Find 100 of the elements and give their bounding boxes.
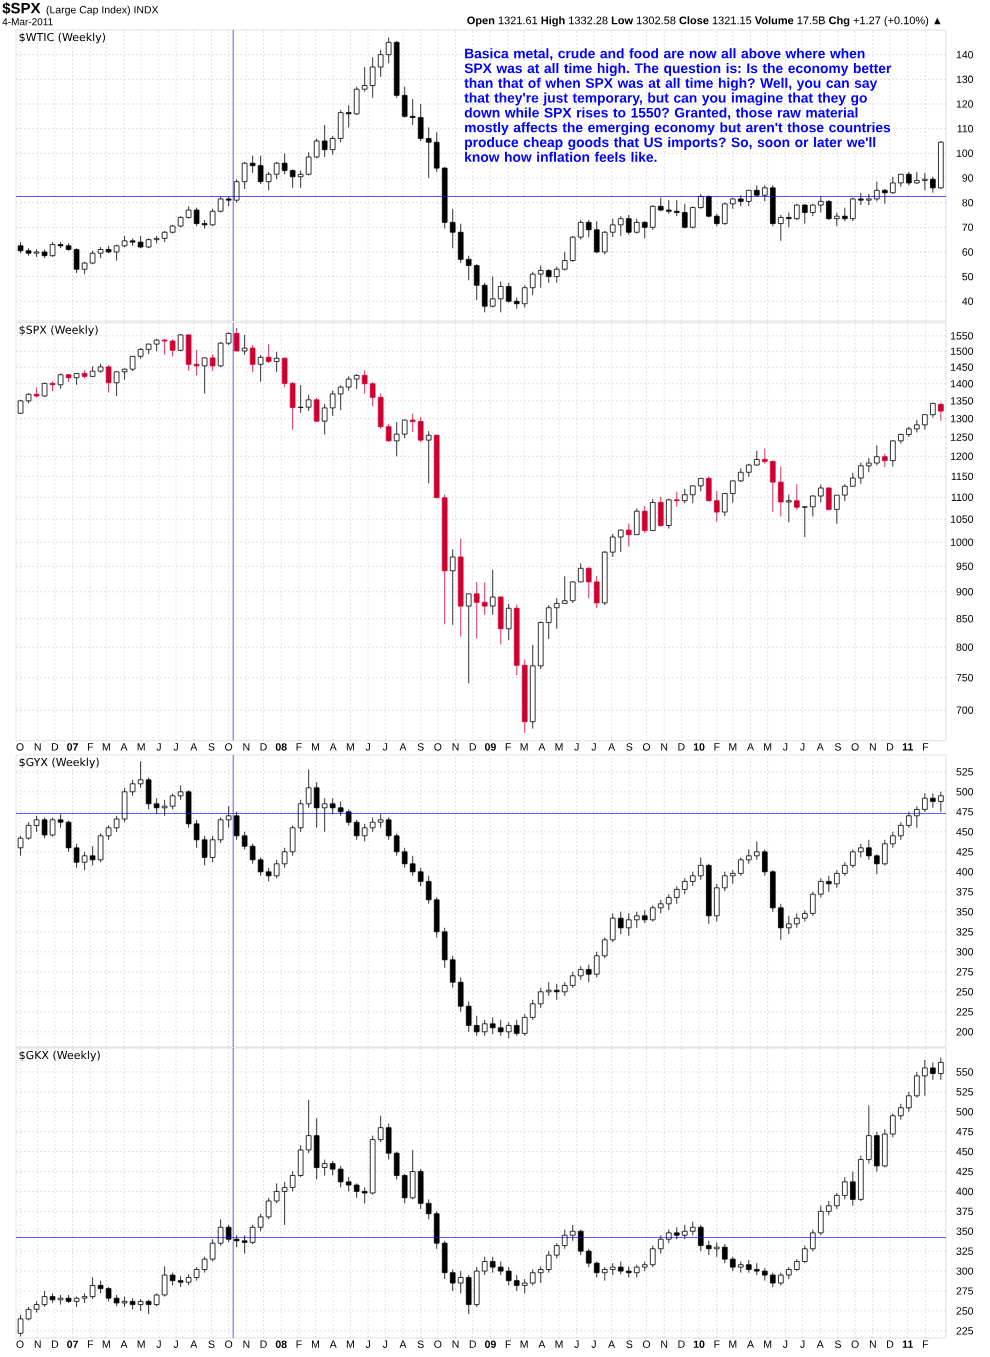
x-tick-label: A bbox=[329, 1340, 337, 1348]
y-tick-label: 375 bbox=[956, 888, 974, 896]
chart-title: $GYX (Weekly) bbox=[19, 757, 99, 769]
y-tick-label: 425 bbox=[956, 848, 974, 856]
x-tick-label: N bbox=[869, 1340, 876, 1348]
y-tick-label: 50 bbox=[962, 272, 974, 281]
x-tick-label: F bbox=[923, 1340, 929, 1348]
x-tick-label: M bbox=[520, 743, 528, 751]
x-tick-label: A bbox=[190, 743, 198, 751]
text: (Large Cap Index) INDX bbox=[46, 5, 159, 16]
x-tick-label: J bbox=[782, 743, 788, 751]
y-tick-label: 400 bbox=[956, 1187, 974, 1196]
x-tick-label: A bbox=[538, 1340, 546, 1348]
x-tick-label: N bbox=[452, 1340, 459, 1348]
x-tick-label: O bbox=[225, 1340, 233, 1348]
y-tick-label: 550 bbox=[956, 1068, 974, 1076]
y-tick-label: 850 bbox=[956, 614, 974, 623]
y-tick-label: 350 bbox=[956, 908, 974, 916]
x-tick-label: S bbox=[834, 1340, 841, 1348]
y-tick-label: 475 bbox=[956, 1128, 974, 1136]
y-tick-label: 800 bbox=[956, 643, 974, 651]
x-tick-label: M bbox=[346, 743, 354, 751]
y-tick-label: 120 bbox=[956, 100, 974, 108]
x-tick-label: 09 bbox=[485, 1340, 496, 1348]
y-tick-label: 325 bbox=[956, 1247, 974, 1255]
x-tick-label: S bbox=[417, 743, 424, 751]
x-tick-label: S bbox=[208, 743, 215, 751]
text: 4-Mar-2011 bbox=[2, 18, 53, 26]
x-tick-label: 10 bbox=[693, 743, 705, 751]
x-tick-label: A bbox=[190, 1340, 198, 1348]
y-tick-label: 1400 bbox=[950, 380, 974, 388]
x-tick-label: D bbox=[51, 743, 59, 751]
y-tick-label: 1550 bbox=[950, 332, 974, 340]
y-tick-label: 1350 bbox=[950, 397, 974, 405]
y-tick-label: 140 bbox=[956, 50, 974, 59]
x-tick-label: N bbox=[34, 743, 41, 751]
x-tick-label: D bbox=[51, 1340, 59, 1348]
y-tick-label: 375 bbox=[956, 1207, 974, 1216]
x-tick-label: F bbox=[714, 743, 720, 751]
x-tick-label: 07 bbox=[67, 1340, 78, 1348]
chart-title: $WTIC (Weekly) bbox=[19, 32, 106, 44]
x-tick-label: O bbox=[642, 743, 651, 751]
x-tick-label: N bbox=[452, 743, 459, 751]
y-tick-label: 60 bbox=[962, 248, 974, 256]
x-tick-label: A bbox=[747, 1340, 754, 1348]
x-tick-label: D bbox=[678, 1340, 685, 1348]
x-tick-label: F bbox=[296, 743, 302, 751]
x-tick-label: N bbox=[243, 1340, 250, 1348]
y-tick-label: 1450 bbox=[950, 363, 974, 371]
y-tick-label: 500 bbox=[956, 1108, 974, 1116]
y-tick-label: 250 bbox=[956, 1307, 974, 1315]
x-tick-label: J bbox=[156, 1340, 161, 1348]
x-tick-label: N bbox=[661, 743, 668, 751]
y-tick-label: 70 bbox=[962, 223, 974, 232]
y-tick-label: 1300 bbox=[950, 414, 974, 423]
x-tick-label: M bbox=[729, 743, 737, 751]
x-tick-label: O bbox=[851, 1340, 859, 1348]
y-tick-label: 450 bbox=[956, 1147, 974, 1156]
x-tick-label: M bbox=[312, 743, 320, 751]
x-tick-label: J bbox=[782, 1340, 788, 1348]
x-tick-label: J bbox=[173, 743, 178, 751]
x-tick-label: 11 bbox=[902, 1340, 913, 1348]
x-tick-label: J bbox=[574, 743, 579, 751]
y-tick-label: 525 bbox=[956, 768, 974, 776]
x-tick-label: F bbox=[505, 743, 511, 751]
y-tick-label: 200 bbox=[956, 1028, 974, 1036]
y-tick-label: 300 bbox=[956, 948, 974, 956]
x-tick-label: N bbox=[243, 743, 250, 751]
y-tick-label: 400 bbox=[956, 868, 974, 876]
x-tick-label: J bbox=[591, 743, 596, 751]
x-tick-label: O bbox=[16, 743, 24, 751]
x-tick-label: 07 bbox=[67, 743, 78, 751]
chart-title: $GKX (Weekly) bbox=[19, 1050, 100, 1062]
y-tick-label: 250 bbox=[956, 988, 974, 996]
y-tick-label: 100 bbox=[956, 149, 974, 158]
annotation: Basica metal, crude and food are now all above where when SPX was at all time high. The question is: Is the economy better than that of when SPX was at all time high? Well, you can say that they're just temporary, but can you imagine that they go down while SPX rises to 1550? Granted, those raw material mostly affects the emerging economy but aren't those countries produce cheap goods that US imports? So, soon or later we'll know how inflation feels like. bbox=[464, 48, 892, 162]
x-tick-label: 11 bbox=[902, 743, 913, 751]
x-tick-label: M bbox=[312, 1340, 320, 1348]
x-tick-label: D bbox=[260, 1340, 267, 1348]
x-tick-label: S bbox=[417, 1340, 424, 1348]
text: Open 1321.61 High 1332.28 Low 1302.58 Close 1321.15 Volume 17.5B Chg +1.27 (+0.10%) ▲ bbox=[467, 16, 941, 27]
x-tick-label: J bbox=[800, 743, 805, 751]
x-tick-label: S bbox=[208, 1340, 215, 1348]
y-tick-label: 1250 bbox=[950, 433, 974, 441]
y-tick-label: 525 bbox=[956, 1088, 974, 1096]
y-tick-label: 225 bbox=[956, 1327, 974, 1335]
x-tick-label: M bbox=[555, 743, 563, 751]
x-tick-label: S bbox=[834, 743, 841, 751]
x-tick-label: A bbox=[747, 743, 754, 751]
x-tick-label: F bbox=[87, 743, 94, 751]
x-tick-label: J bbox=[382, 743, 388, 751]
y-tick-label: 450 bbox=[956, 828, 974, 836]
y-tick-label: 275 bbox=[956, 1287, 974, 1295]
y-tick-label: 1150 bbox=[951, 472, 974, 481]
x-tick-label: M bbox=[346, 1340, 354, 1348]
x-tick-label: 08 bbox=[275, 743, 287, 751]
x-tick-label: 09 bbox=[485, 743, 496, 751]
x-tick-label: M bbox=[137, 1340, 145, 1348]
x-tick-label: J bbox=[800, 1340, 805, 1348]
y-tick-label: 700 bbox=[956, 706, 974, 714]
